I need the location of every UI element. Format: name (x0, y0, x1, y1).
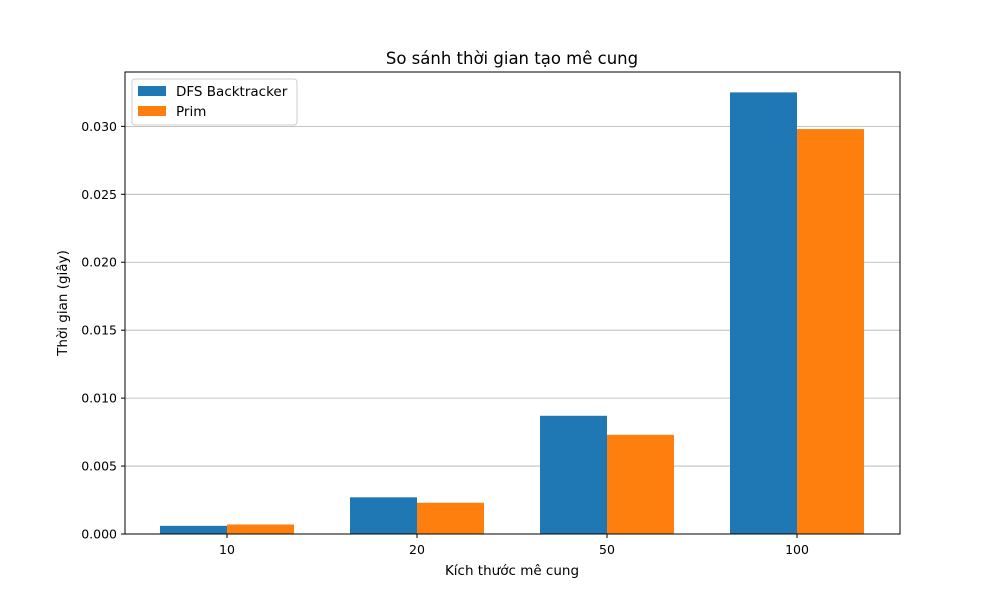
bar-dfs-backtracker-50 (540, 415, 607, 534)
y-axis-label: Thời gian (giây) (55, 250, 71, 357)
legend-box (131, 78, 298, 126)
bar-dfs-backtracker-10 (160, 525, 227, 534)
bar-dfs-backtracker-20 (350, 497, 417, 534)
x-tick-label: 100 (785, 542, 809, 557)
plot-frame (124, 71, 901, 535)
y-tick-label: 0.030 (81, 119, 117, 134)
legend-swatch-prim (138, 106, 166, 116)
y-tick-label: 0.005 (81, 459, 117, 474)
y-tick-label: 0.010 (81, 391, 117, 406)
chart-title: So sánh thời gian tạo mê cung (386, 49, 638, 68)
y-axis-ticks: 0.000 0.005 0.010 0.015 0.020 0.025 0.030 (81, 119, 125, 542)
bar-prim-50 (607, 434, 674, 534)
y-tick-label: 0.020 (81, 255, 117, 270)
legend-label-prim: Prim (176, 104, 206, 120)
bar-prim-10 (227, 524, 294, 534)
x-tick-label: 10 (219, 542, 235, 557)
x-tick-label: 50 (599, 542, 615, 557)
bars (160, 92, 864, 534)
bar-prim-20 (417, 502, 484, 534)
legend-swatch-dfs (138, 86, 166, 96)
legend: DFS Backtracker Prim (131, 78, 298, 126)
bar-dfs-backtracker-100 (730, 92, 797, 534)
y-tick-label: 0.000 (81, 527, 117, 542)
y-tick-label: 0.015 (81, 323, 117, 338)
x-tick-label: 20 (409, 542, 425, 557)
y-tick-label: 0.025 (81, 187, 117, 202)
x-axis-label: Kích thước mê cung (445, 563, 579, 579)
x-axis-ticks: 10 20 50 100 (219, 534, 809, 557)
bar-prim-100 (797, 129, 864, 534)
legend-label-dfs: DFS Backtracker (176, 84, 288, 100)
